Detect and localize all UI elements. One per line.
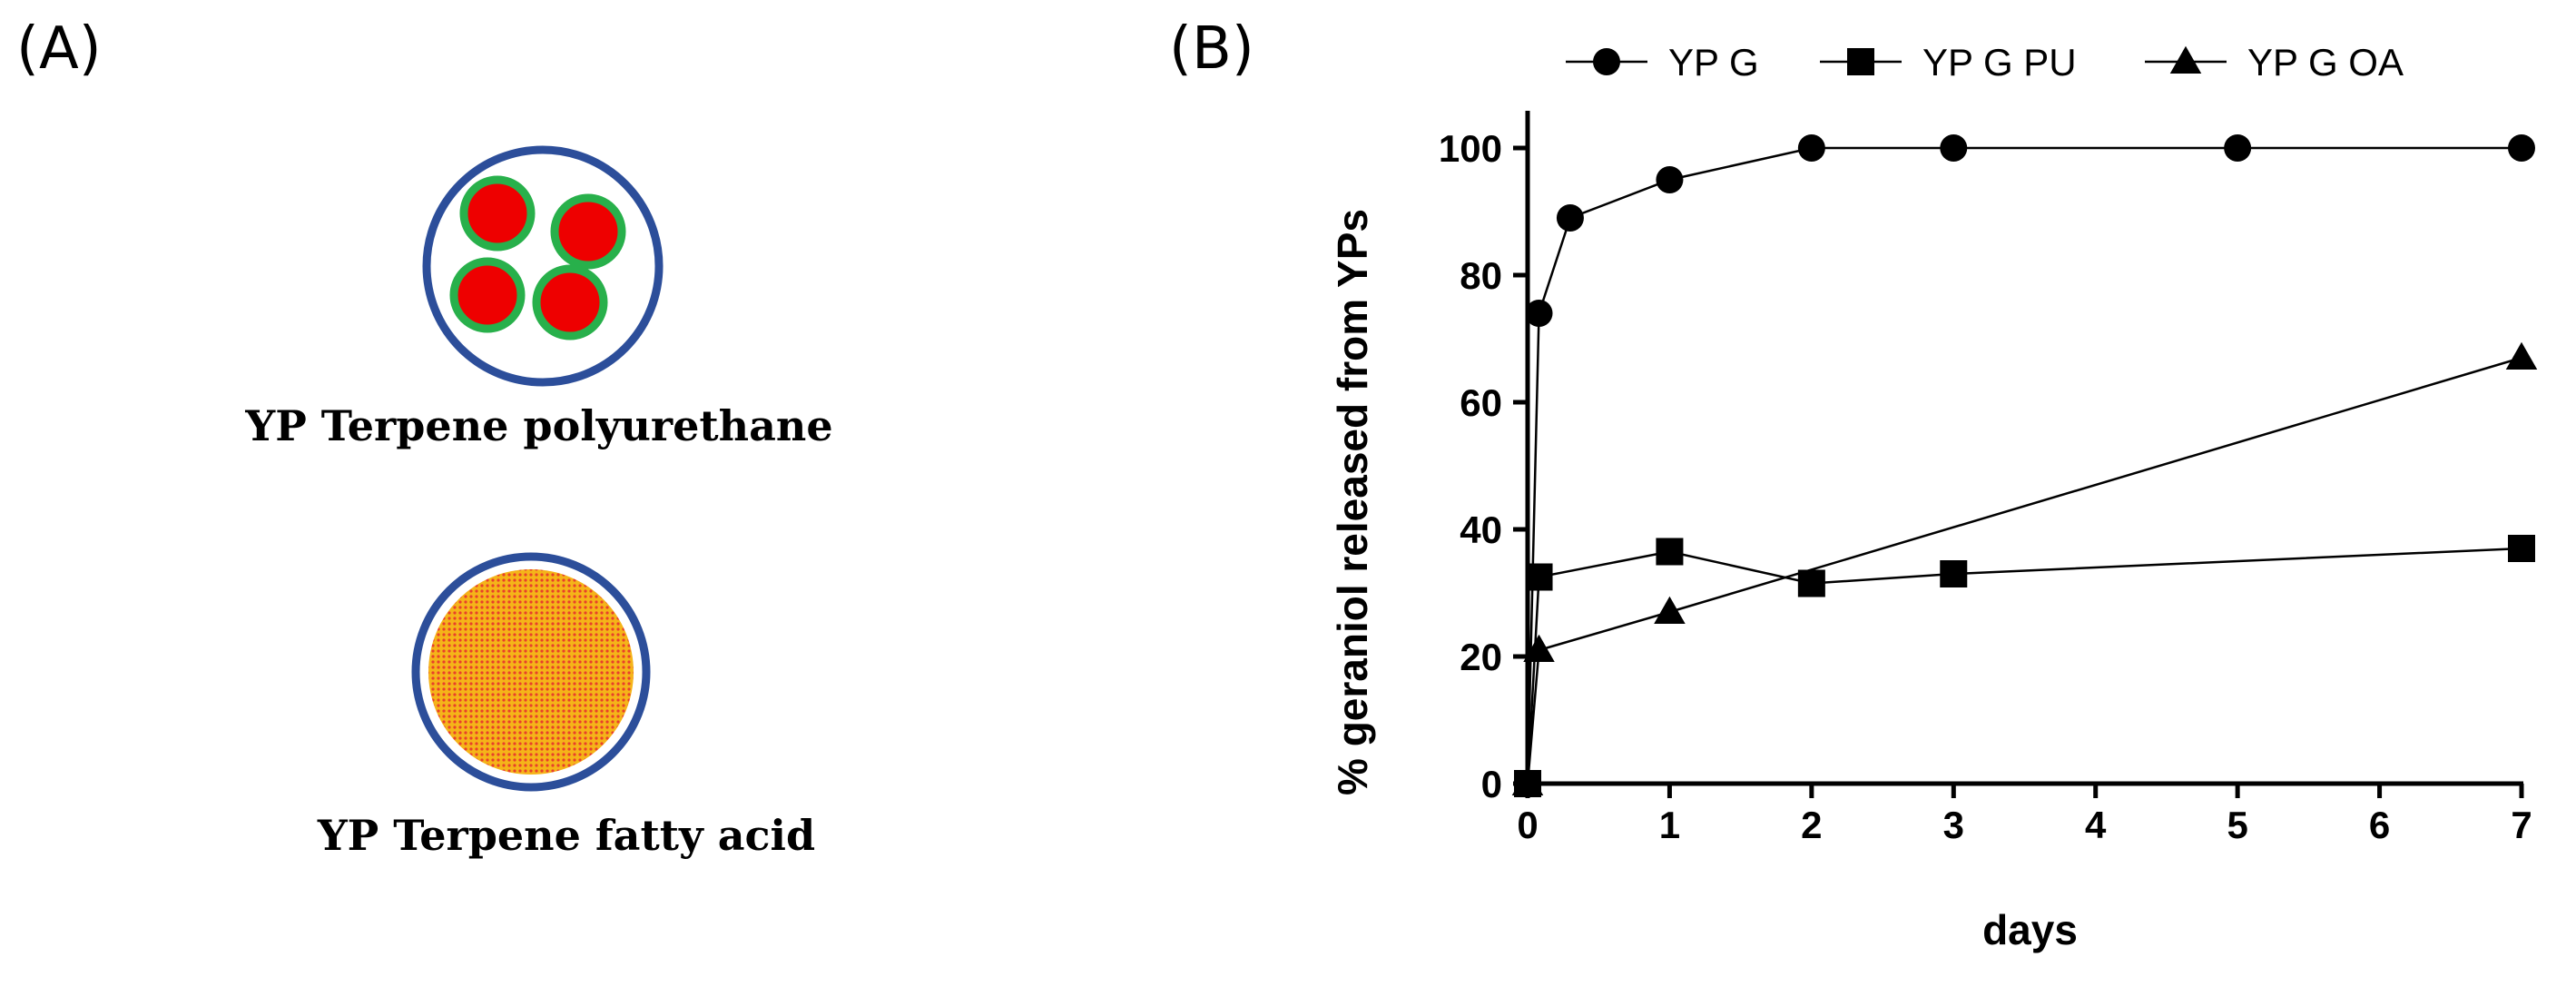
yeast-particle-shell (422, 145, 664, 387)
data-point (2169, 45, 2202, 74)
y-tick-label: 0 (1481, 763, 1502, 805)
legend-item: YP G OA (2145, 41, 2404, 84)
x-tick-label: 6 (2369, 804, 2390, 846)
data-point (1847, 48, 1874, 75)
x-tick-label: 1 (1659, 804, 1680, 846)
x-tick-label: 3 (1943, 804, 1964, 846)
x-tick-label: 0 (1517, 804, 1538, 846)
data-point (1654, 596, 1686, 624)
y-axis-label: % geraniol released from YPs (1329, 209, 1376, 795)
data-point (1940, 560, 1968, 587)
data-point (1523, 634, 1555, 662)
y-tick-label: 40 (1460, 508, 1502, 551)
legend-label: YP G OA (2247, 41, 2404, 84)
y-tick-label: 20 (1460, 636, 1502, 678)
data-point (2508, 134, 2535, 162)
legend-label: YP G PU (1922, 41, 2077, 84)
data-point (1940, 134, 1968, 162)
data-point (1656, 166, 1684, 193)
panel-b-label: (B) (1169, 15, 1254, 83)
x-tick-label: 7 (2511, 804, 2532, 846)
data-point (1593, 48, 1620, 75)
series-yp-g (1514, 134, 2535, 797)
panel-a-label: (A) (16, 15, 102, 83)
legend: YP G YP G PU YP G OA (1566, 41, 2404, 84)
x-tick-label: 4 (2085, 804, 2107, 846)
terpene-core (459, 175, 536, 252)
terpene-core (532, 264, 608, 341)
legend-label: YP G (1668, 41, 1759, 84)
data-point (1656, 538, 1684, 566)
x-axis-label: days (1982, 906, 2078, 953)
caption-yp-terpene-polyurethane: YP Terpene polyurethane (245, 401, 833, 450)
series-line (1526, 356, 2522, 785)
data-point (2508, 535, 2535, 562)
series-layer (1511, 134, 2538, 797)
fatty-acid-core (428, 569, 634, 775)
legend-item: YP G PU (1820, 41, 2077, 84)
data-point (2224, 134, 2252, 162)
caption-yp-terpene-fatty-acid: YP Terpene fatty acid (317, 811, 816, 860)
series-yp-g-pu (1514, 535, 2535, 797)
legend-item: YP G (1566, 41, 1759, 84)
y-tick-label: 100 (1439, 127, 1502, 170)
x-tick-label: 2 (1801, 804, 1822, 846)
data-point (1525, 300, 1553, 327)
y-tick-label: 60 (1460, 381, 1502, 424)
data-point (1511, 767, 1544, 795)
yp-terpene-polyurethane-diagram (422, 145, 664, 387)
series-yp-g-oa (1511, 341, 2538, 795)
axes: 0 20 40 60 80 100 0 1 2 3 4 5 6 7 (1439, 111, 2532, 846)
data-point (1797, 569, 1825, 597)
yp-terpene-fatty-acid-diagram (411, 552, 651, 792)
diagram (411, 145, 664, 792)
series-line (1526, 547, 2522, 785)
data-point (1797, 134, 1825, 162)
series-line (1526, 146, 2522, 785)
data-point (1556, 204, 1584, 232)
data-point (2505, 341, 2538, 370)
x-tick-label: 5 (2227, 804, 2247, 846)
y-tick-label: 80 (1460, 254, 1502, 297)
terpene-core (449, 257, 526, 333)
terpene-core (550, 193, 626, 270)
data-point (1525, 563, 1553, 591)
